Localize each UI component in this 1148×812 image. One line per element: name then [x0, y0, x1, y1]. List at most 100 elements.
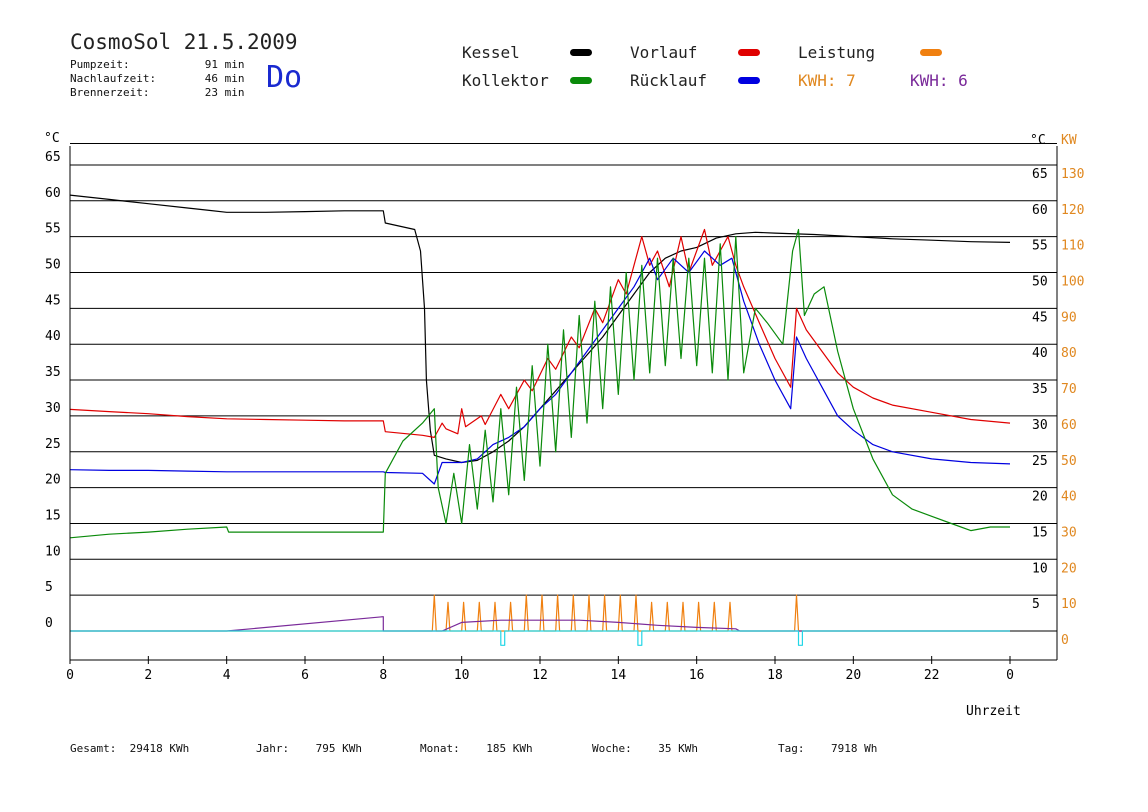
- y-tick-right-c: 65: [1032, 167, 1048, 182]
- stat-row: Brennerzeit: 23 min: [70, 86, 245, 99]
- series-line: [70, 594, 1010, 632]
- stat-label: Nachlaufzeit:: [70, 72, 157, 85]
- x-tick-label: 20: [846, 668, 862, 683]
- chart-labels: 0510152025303540455055606551015202530354…: [44, 131, 1084, 719]
- footer-day: Tag: 7918 Wh: [778, 742, 877, 755]
- legend-swatch-kollektor: [570, 77, 592, 84]
- y-unit-left: °C: [44, 131, 60, 146]
- y-tick-right-kw: 10: [1061, 597, 1077, 612]
- stat-value: 46: [204, 72, 218, 85]
- y-tick-right-c: 15: [1032, 525, 1048, 540]
- y-tick-left: 65: [45, 150, 61, 165]
- footer-label: Tag:: [778, 742, 805, 755]
- footer-value: 35 KWh: [658, 742, 698, 755]
- x-tick-label: 22: [924, 668, 940, 683]
- stat-unit: min: [224, 86, 245, 99]
- y-tick-right-c: 55: [1032, 239, 1048, 254]
- kwh-burner-label: KWH: 6: [910, 71, 968, 90]
- y-tick-right-kw: 40: [1061, 490, 1077, 505]
- x-tick-label: 4: [223, 668, 231, 683]
- stat-row: Nachlaufzeit: 46 min: [70, 72, 245, 85]
- footer-month: Monat: 185 KWh: [420, 742, 533, 755]
- series-line: [69, 228, 1010, 539]
- y-tick-right-kw: 130: [1061, 167, 1084, 182]
- y-tick-right-kw: 30: [1061, 525, 1077, 540]
- y-tick-right-c: 45: [1032, 310, 1048, 325]
- chart-series: [69, 194, 1011, 646]
- y-tick-left: 50: [45, 258, 61, 273]
- y-tick-right-kw: 20: [1061, 561, 1077, 576]
- series-line: [69, 228, 1011, 438]
- y-tick-left: 55: [45, 222, 61, 237]
- stat-label: Brennerzeit:: [70, 86, 150, 99]
- series-line: [70, 630, 1010, 646]
- footer-week: Woche: 35 KWh: [592, 742, 698, 755]
- x-tick-label: 18: [767, 668, 783, 683]
- y-tick-left: 20: [45, 473, 61, 488]
- chart-grid: [70, 142, 1057, 632]
- y-tick-right-kw: 100: [1061, 275, 1084, 290]
- y-tick-left: 15: [45, 508, 61, 523]
- x-tick-label: 12: [532, 668, 548, 683]
- chart-title: CosmoSol 21.5.2009: [70, 30, 298, 54]
- series-line: [70, 616, 1010, 632]
- weekday-label: Do: [266, 60, 303, 95]
- y-tick-left: 0: [45, 616, 53, 631]
- x-tick-label: 14: [611, 668, 627, 683]
- legend-swatch-leistung: [920, 49, 942, 56]
- y-tick-right-kw: 0: [1061, 633, 1069, 648]
- stat-unit: min: [224, 58, 245, 71]
- y-tick-right-c: 30: [1032, 418, 1048, 433]
- y-tick-left: 25: [45, 437, 61, 452]
- y-tick-left: 60: [45, 186, 61, 201]
- y-tick-right-c: 25: [1032, 454, 1048, 469]
- y-tick-right-kw: 80: [1061, 346, 1077, 361]
- x-tick-label: 2: [144, 668, 152, 683]
- y-tick-right-kw: 120: [1061, 203, 1084, 218]
- footer-total: Gesamt: 29418 KWh: [70, 742, 189, 755]
- x-tick-label: 0: [1006, 668, 1014, 683]
- footer-value: 7918 Wh: [831, 742, 878, 755]
- footer-value: 185 KWh: [486, 742, 533, 755]
- legend-label-vorlauf: Vorlauf: [630, 43, 698, 62]
- footer-label: Gesamt:: [70, 742, 117, 755]
- footer-label: Jahr:: [256, 742, 290, 755]
- x-tick-label: 10: [454, 668, 470, 683]
- y-unit-right-kw: KW: [1061, 133, 1077, 148]
- y-tick-left: 40: [45, 329, 61, 344]
- stat-value: 91: [204, 58, 218, 71]
- y-tick-left: 5: [45, 580, 53, 595]
- footer-label: Woche:: [592, 742, 632, 755]
- x-tick-label: 16: [689, 668, 705, 683]
- y-tick-right-c: 5: [1032, 597, 1040, 612]
- kwh-collector-label: KWH: 7: [798, 71, 856, 90]
- footer-year: Jahr: 795 KWh: [256, 742, 362, 755]
- y-tick-left: 45: [45, 293, 61, 308]
- y-tick-left: 30: [45, 401, 61, 416]
- stat-value: 23: [204, 86, 218, 99]
- legend-label-kollektor: Kollektor: [462, 71, 549, 90]
- legend-swatch-ruecklauf: [738, 77, 760, 84]
- legend-label-ruecklauf: Rücklauf: [630, 71, 708, 90]
- y-tick-right-c: 35: [1032, 382, 1048, 397]
- y-tick-right-c: 10: [1032, 561, 1048, 576]
- y-tick-right-c: 50: [1032, 275, 1048, 290]
- y-tick-right-kw: 110: [1061, 239, 1084, 254]
- y-tick-right-kw: 90: [1061, 310, 1077, 325]
- x-tick-label: 0: [66, 668, 74, 683]
- footer-label: Monat:: [420, 742, 460, 755]
- y-tick-right-kw: 70: [1061, 382, 1077, 397]
- y-tick-right-c: 40: [1032, 346, 1048, 361]
- y-unit-right-c: °C: [1030, 133, 1046, 148]
- y-tick-right-c: 20: [1032, 490, 1048, 505]
- stat-row: Pumpzeit: 91 min: [70, 58, 245, 71]
- y-tick-left: 10: [45, 544, 61, 559]
- y-tick-right-kw: 60: [1061, 418, 1077, 433]
- x-tick-label: 8: [379, 668, 387, 683]
- legend-label-leistung: Leistung: [798, 43, 876, 62]
- y-tick-right-kw: 50: [1061, 454, 1077, 469]
- legend-swatch-vorlauf: [738, 49, 760, 56]
- x-tick-label: 6: [301, 668, 309, 683]
- x-axis-label: Uhrzeit: [966, 704, 1021, 719]
- series-line: [69, 194, 1011, 464]
